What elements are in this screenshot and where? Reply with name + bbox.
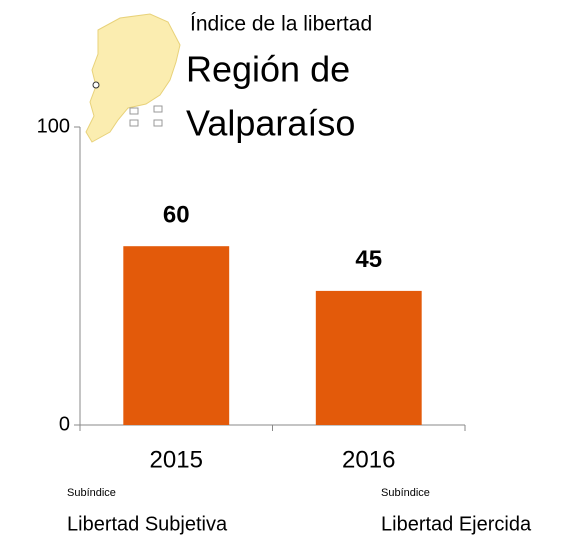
x-tick-label: 2016	[342, 446, 395, 473]
y-tick-label: 0	[59, 413, 70, 435]
value-label: 60	[163, 202, 190, 229]
chart-title: Índice de la libertad	[190, 13, 372, 36]
map-marker	[92, 81, 100, 89]
annotation-text: Libertad Ejercida	[381, 513, 532, 535]
bar	[123, 246, 230, 425]
map-icon	[129, 119, 139, 127]
x-tick-label: 2015	[150, 446, 203, 473]
y-tick-label: 100	[37, 115, 70, 137]
chart-subtitle: Región de	[186, 49, 350, 90]
annotation-label: Subíndice	[67, 487, 116, 499]
annotation-text: Libertad Subjetiva	[67, 513, 228, 535]
map-icon	[153, 105, 163, 113]
map-icon	[129, 107, 139, 115]
annotation-label: Subíndice	[381, 487, 430, 499]
map-icon	[153, 119, 163, 127]
bar	[315, 290, 422, 425]
value-label: 45	[355, 246, 382, 273]
chart-subtitle: Valparaíso	[186, 103, 355, 144]
region-map	[85, 13, 181, 143]
